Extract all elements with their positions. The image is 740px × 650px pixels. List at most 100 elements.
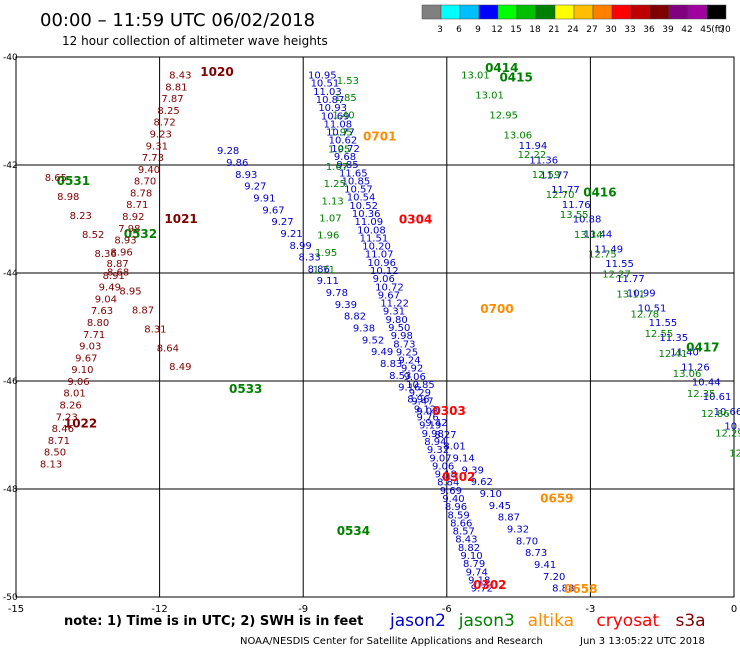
color-scale-tick: 9 — [475, 25, 481, 35]
s3a-swh-value: 8.98 — [57, 192, 79, 203]
jason2-swh-value: 10.87 — [316, 95, 345, 106]
jason3-swh-value: 12.29 — [715, 429, 740, 440]
jason2-swh-value: 10.12 — [370, 266, 399, 277]
jason2-swh-value: 8.01 — [443, 442, 465, 453]
jason2-swh-value: 11.55 — [605, 259, 634, 270]
color-swatch — [573, 4, 594, 20]
jason2-swh-value: 9.72 — [471, 584, 493, 595]
jason2-swh-value: 11.26 — [681, 362, 710, 373]
s3a-swh-value: 8.96 — [110, 247, 132, 258]
jason2-swh-value: 8.53 — [389, 371, 411, 382]
jason2-swh-value: 9.39 — [335, 300, 357, 311]
s3a-swh-value: 8.92 — [122, 212, 144, 223]
color-swatch — [440, 4, 461, 20]
s3a-swh-value: 8.36 — [95, 249, 117, 260]
jason2-swh-value: 8.70 — [516, 536, 538, 547]
jason2-swh-value: 9.67 — [262, 205, 284, 216]
jason2-swh-value: 10.77 — [326, 128, 355, 139]
jason2-swh-value: 8.96 — [445, 502, 467, 513]
jason2-swh-value: 9.10 — [460, 551, 482, 562]
jason2-swh-value: 10.72 — [375, 282, 404, 293]
color-swatch — [630, 4, 651, 20]
s3a-swh-value: 9.31 — [146, 141, 168, 152]
jason3-swh-value: 13.06 — [503, 130, 532, 141]
jason2-swh-value: 9.39 — [462, 465, 484, 476]
legend-altika: altika — [528, 611, 575, 631]
s3a-swh-value: 8.87 — [107, 259, 129, 270]
jason3-swh-value: 12.27 — [602, 270, 631, 281]
color-scale-tick: 33 — [624, 25, 635, 35]
footer-note: note: 1) Time is in UTC; 2) SWH is in fe… — [64, 614, 363, 629]
s3a-swh-value: 8.87 — [132, 306, 154, 317]
s3a-swh-value: 8.50 — [44, 448, 66, 459]
color-scale-tick: 39 — [662, 25, 674, 35]
jason2-swh-value: 9.11 — [317, 276, 339, 287]
s3a-swh-value: 9.06 — [67, 377, 89, 388]
jason2-swh-value: 9.98 — [391, 331, 413, 342]
s3a-swh-value: 9.03 — [79, 342, 101, 353]
jason2-swh-value: 9.98 — [422, 429, 444, 440]
jason2-swh-value: 9.62 — [471, 477, 493, 488]
jason2-swh-value: 9.69 — [440, 486, 462, 497]
jason3-swh-value: 1.40 — [332, 110, 354, 121]
jason2-swh-value: 10.57 — [344, 185, 373, 196]
jason2-swh-value: 8.59 — [447, 510, 469, 521]
jason3-swh-value: 12.35 — [687, 389, 716, 400]
jason2-swh-value: 8.82 — [344, 312, 366, 323]
jason2-swh-value: 11.09 — [354, 217, 383, 228]
jason2-swh-value: 11.77 — [616, 274, 645, 285]
color-swatch — [554, 4, 575, 20]
jason2-swh-value: 10.44 — [692, 377, 721, 388]
jason2-swh-value: 8.83 — [380, 359, 402, 370]
s3a-swh-value: 7.71 — [83, 330, 105, 341]
jason2-swh-value: 8.84 — [437, 478, 459, 489]
jason2-swh-value: 8.27 — [434, 430, 456, 441]
jason3-swh-value: 13.55 — [560, 210, 589, 221]
jason2-swh-value: 11.51 — [360, 233, 389, 244]
jason2-swh-value: 11.94 — [519, 141, 548, 152]
jason2-swh-value: 10.96 — [367, 258, 396, 269]
jason2-pass: 10.9510.5111.0310.8710.9310.6911.0810.77… — [308, 71, 493, 595]
jason2-swh-value: 9.67 — [378, 290, 400, 301]
jason3-swh-value: 12.59 — [532, 170, 561, 181]
jason2-swh-value: 8.94 — [424, 437, 446, 448]
jason2-swh-value: 8.86 — [308, 264, 330, 275]
cryosat-pass-time-label: 0302 — [442, 470, 475, 484]
s3a-swh-value: 8.91 — [103, 271, 125, 282]
jason3-pass-time-label: 0534 — [337, 524, 370, 538]
x-tick-label: -12 — [151, 604, 167, 615]
jason2-swh-value: 10.08 — [357, 225, 386, 236]
color-swatch — [668, 4, 689, 20]
jason2-swh-value: 8.73 — [525, 548, 547, 559]
jason2-swh-value: 10.51 — [311, 79, 340, 90]
s3a-swh-value: 8.72 — [154, 118, 176, 129]
jason2-swh-value: 11.40 — [670, 348, 699, 359]
s3a-swh-value: 9.04 — [95, 294, 117, 305]
jason2-swh-value: 9.74 — [466, 567, 488, 578]
color-swatch — [592, 4, 613, 20]
jason2-swh-value: 10.54 — [347, 193, 376, 204]
jason2-swh-value: 9.78 — [326, 288, 348, 299]
s3a-swh-value: 8.95 — [119, 287, 141, 298]
jason3-pass-time-label: 0533 — [229, 382, 262, 396]
jason3-pass-time-label: 0532 — [124, 227, 157, 241]
s3a-pass-time-label: 1020 — [200, 65, 233, 79]
jason3-swh-value: 13.11 — [616, 289, 645, 300]
jason2-swh-value: 8.43 — [455, 535, 477, 546]
color-scale-tick: 12 — [491, 25, 502, 35]
jason2-swh-value: 10.93 — [318, 103, 347, 114]
jason2-swh-value: 11.44 — [584, 229, 613, 240]
x-tick-label: -9 — [298, 604, 308, 615]
y-tick-label: -46 — [3, 377, 18, 387]
jason2-swh-value: 9.18 — [468, 575, 490, 586]
jason2-swh-value: 9.06 — [432, 461, 454, 472]
jason2-swh-value: 11.36 — [529, 156, 558, 167]
jason2-swh-value: 8.79 — [463, 559, 485, 570]
jason2-swh-value: 9.41 — [534, 560, 556, 571]
s3a-swh-value: 8.80 — [87, 318, 109, 329]
jason2-swh-value: 11.77 — [540, 170, 569, 181]
jason3-pass-time-label: 0414 — [485, 61, 518, 75]
jason3-swh-value: 12.78 — [630, 309, 659, 320]
color-scale-tick: 21 — [548, 25, 559, 35]
cryosat-pass-time-label: 0302 — [473, 578, 506, 592]
